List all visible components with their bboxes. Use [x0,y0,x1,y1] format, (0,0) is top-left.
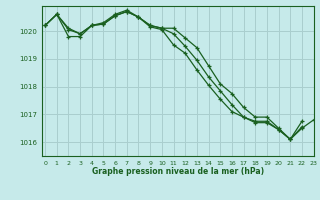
X-axis label: Graphe pression niveau de la mer (hPa): Graphe pression niveau de la mer (hPa) [92,167,264,176]
